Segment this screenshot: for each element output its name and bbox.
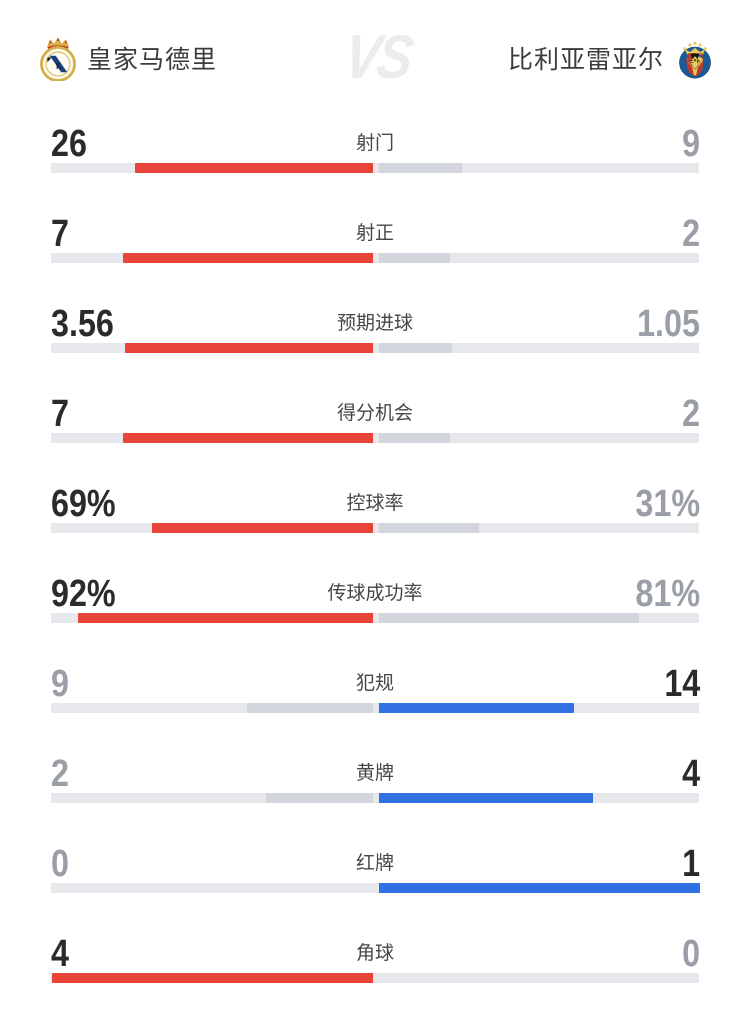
svg-text:E: E bbox=[56, 61, 61, 70]
